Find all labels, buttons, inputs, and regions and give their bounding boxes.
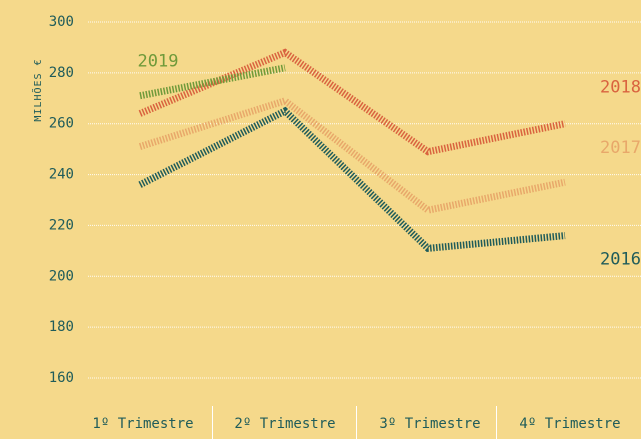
series-label: 2019 xyxy=(138,52,179,72)
x-tick-label: 4º Trimestre xyxy=(519,416,620,432)
series-line xyxy=(139,64,286,100)
y-tick-label: 220 xyxy=(49,217,74,233)
y-axis-label: MILHÕES € xyxy=(31,58,44,121)
y-tick-label: 200 xyxy=(49,268,74,284)
x-tick-label: 1º Trimestre xyxy=(92,416,193,432)
series-line xyxy=(138,48,566,156)
y-tick-label: 300 xyxy=(49,14,74,30)
series-label: 2018 xyxy=(600,78,641,98)
y-tick-label: 240 xyxy=(49,167,74,183)
series-label: 2017 xyxy=(600,138,641,158)
y-tick-label: 160 xyxy=(49,370,74,386)
x-tick-label: 2º Trimestre xyxy=(234,416,335,432)
y-tick-label: 260 xyxy=(49,116,74,132)
x-tick-label: 3º Trimestre xyxy=(379,416,480,432)
series-label: 2016 xyxy=(600,250,641,270)
series-line xyxy=(138,106,566,252)
y-tick-label: 180 xyxy=(49,319,74,335)
y-tick-label: 280 xyxy=(49,65,74,81)
series-line xyxy=(138,96,566,214)
